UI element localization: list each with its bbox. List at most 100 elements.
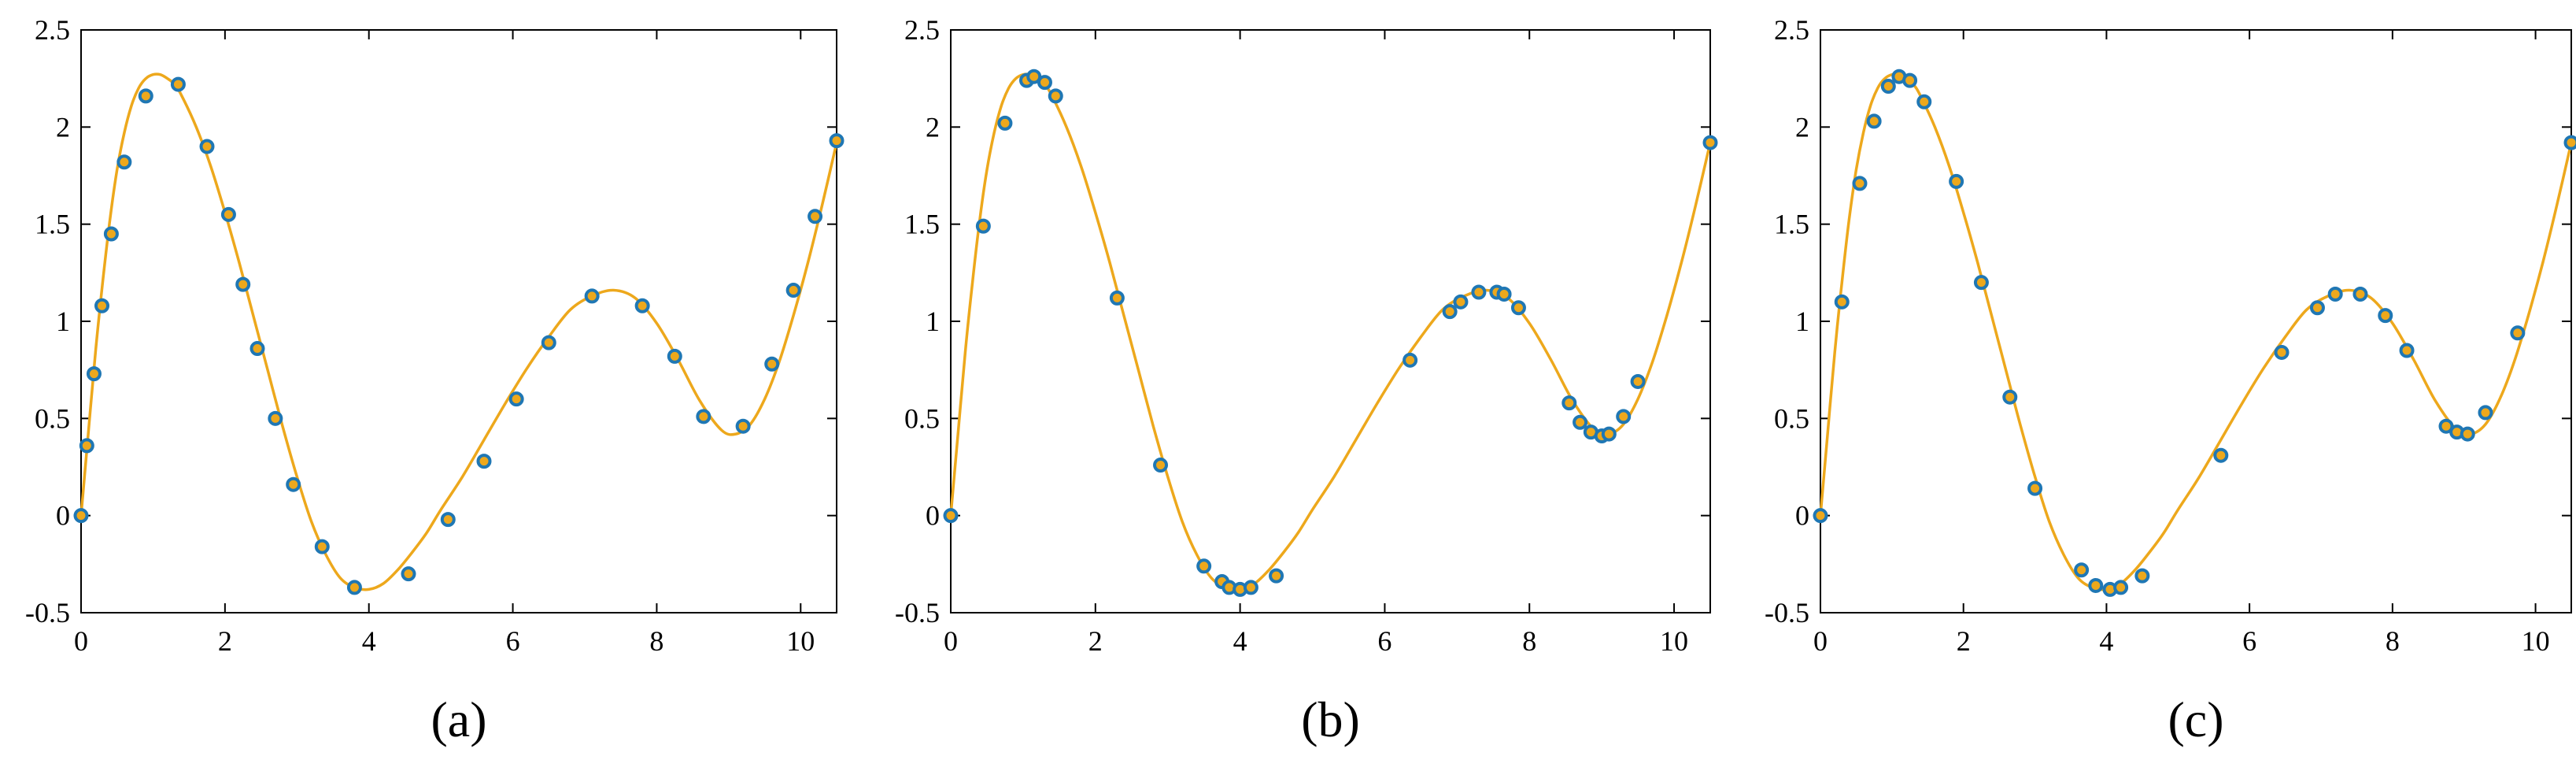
data-point — [634, 298, 650, 313]
chart-panel-2: 0 2 4 6 8 10-0.500.511.522.5(b) — [895, 14, 1718, 747]
data-point — [1573, 414, 1588, 430]
x-tick-label: 4 — [362, 625, 376, 657]
data-point — [584, 288, 600, 304]
data-point — [94, 298, 110, 313]
data-point — [1243, 580, 1258, 595]
data-point — [138, 88, 153, 104]
plot-frame — [80, 29, 837, 613]
x-tick-label: 2 — [218, 625, 232, 657]
data-point — [1813, 508, 1828, 524]
y-tick-label: 2.5 — [904, 14, 940, 46]
data-point — [79, 438, 94, 454]
y-tick-label: 1 — [1795, 306, 1809, 337]
data-point — [73, 508, 89, 524]
x-tick-label: 10 — [2522, 625, 2550, 657]
data-point — [1403, 352, 1418, 368]
fitted-curve — [79, 72, 838, 591]
data-point — [86, 366, 102, 382]
y-tick-label: -0.5 — [25, 597, 70, 628]
x-tick-label: 10 — [786, 625, 815, 657]
x-tick-label: 2 — [1957, 625, 1971, 657]
y-tick-label: 2.5 — [35, 14, 70, 46]
data-point — [829, 133, 844, 149]
data-point — [2309, 300, 2325, 316]
y-tick-label: 1.5 — [1774, 209, 1809, 240]
data-point — [2438, 418, 2454, 434]
data-point — [268, 410, 283, 426]
data-point — [2088, 577, 2104, 593]
data-point — [1153, 458, 1169, 473]
data-point — [1866, 113, 1882, 129]
x-tick-label: 6 — [2242, 625, 2256, 657]
data-point — [1880, 79, 1896, 95]
data-point — [2134, 568, 2150, 584]
data-point — [235, 276, 251, 292]
x-tick-label: 8 — [649, 625, 663, 657]
plot-frame — [950, 29, 1711, 613]
y-tick-label: 1.5 — [35, 209, 70, 240]
y-tick-label: 1.5 — [904, 209, 940, 240]
data-point — [735, 418, 751, 434]
y-tick-label: 0.5 — [35, 402, 70, 434]
data-point — [170, 76, 186, 92]
x-tick-label: 8 — [2386, 625, 2400, 657]
y-tick-label: 0 — [1795, 500, 1809, 532]
data-point — [2074, 562, 2090, 578]
x-tick-label: 2 — [1088, 625, 1103, 657]
data-point — [1630, 373, 1646, 389]
data-point — [667, 348, 682, 364]
data-point — [2027, 480, 2043, 496]
y-tick-label: 0.5 — [904, 402, 940, 434]
y-tick-label: 2 — [56, 111, 70, 143]
y-tick-label: 0.5 — [1774, 402, 1809, 434]
data-point — [103, 226, 119, 242]
data-point — [401, 566, 416, 582]
x-tick-label: 8 — [1522, 625, 1536, 657]
x-tick-label: 10 — [1660, 625, 1688, 657]
data-point — [1973, 275, 1989, 291]
y-tick-label: 1 — [56, 306, 70, 337]
data-point — [1026, 69, 1042, 84]
data-point — [2460, 426, 2475, 442]
data-point — [1601, 426, 1617, 442]
x-tick-label: 4 — [2099, 625, 2113, 657]
plot-frame — [1820, 29, 2572, 613]
data-point — [808, 209, 823, 224]
data-point — [1834, 294, 1850, 310]
data-point — [943, 508, 959, 524]
data-point — [1048, 88, 1063, 104]
data-point — [1916, 94, 1932, 109]
panel-label: (a) — [431, 691, 486, 747]
chart-panel-1: 0 2 4 6 8 10-0.500.511.522.5(a) — [25, 14, 844, 747]
data-point — [116, 154, 132, 170]
data-point — [1510, 300, 1526, 316]
y-tick-label: 2.5 — [1774, 14, 1809, 46]
data-point — [346, 580, 362, 595]
panel-label: (b) — [1301, 691, 1360, 747]
data-point — [508, 391, 524, 407]
data-point — [2327, 286, 2343, 302]
data-point — [199, 139, 215, 154]
data-point — [220, 206, 236, 222]
data-point — [1496, 286, 1512, 302]
x-tick-label: 6 — [506, 625, 520, 657]
data-point — [2478, 405, 2493, 421]
y-tick-label: -0.5 — [895, 597, 940, 628]
data-point — [1702, 135, 1718, 150]
data-point — [975, 218, 991, 234]
x-tick-label: 0 — [944, 625, 958, 657]
data-point — [286, 476, 301, 492]
data-point — [1852, 176, 1868, 191]
data-point — [1471, 284, 1487, 300]
y-tick-label: 0 — [926, 500, 940, 532]
data-point — [2399, 343, 2415, 358]
x-tick-label: 4 — [1233, 625, 1247, 657]
fitted-curve — [949, 72, 1712, 591]
x-tick-label: 6 — [1377, 625, 1391, 657]
data-point — [1453, 294, 1469, 310]
data-point — [1442, 304, 1458, 320]
data-point — [1196, 558, 1212, 574]
data-point — [696, 409, 711, 424]
data-point — [2213, 447, 2229, 463]
